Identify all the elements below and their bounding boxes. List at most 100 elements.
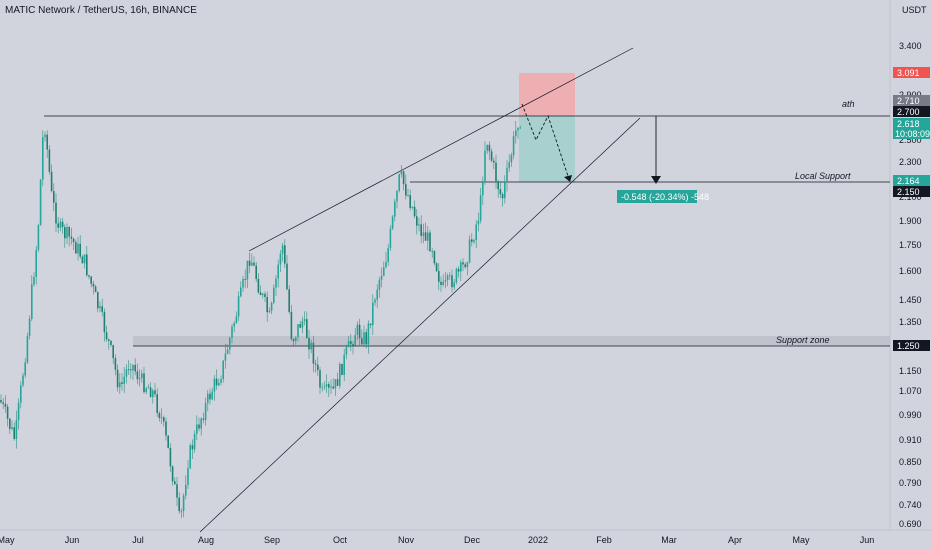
price-tick-label: 0.790 [899,478,922,488]
candle-body [317,364,319,371]
candle-body [83,254,86,264]
candle-body [488,144,491,152]
candle-body [446,275,449,281]
candle-body [231,326,233,339]
measure-arrow-head [651,176,661,184]
candle-body [504,182,506,199]
candle-body [13,427,15,439]
candle-body [182,495,185,511]
candle-body [66,226,68,239]
candle-body [226,349,229,354]
currency-label: USDT [902,5,927,15]
candle-body [292,339,295,341]
projected-path [521,103,571,183]
candle-body [233,322,235,327]
time-tick-label: Mar [661,535,677,545]
candle-body [242,279,244,288]
time-tick-label: Jun [65,535,80,545]
candle-body [207,393,209,404]
candle-body [187,468,189,485]
candle-body [312,342,315,364]
price-tick-label: 0.740 [899,500,922,510]
candle-body [279,253,282,265]
candle-body [347,341,350,348]
candle-body [22,375,24,386]
price-axis-background [890,0,932,550]
candle-body [365,332,367,345]
candle-body [55,202,57,224]
candle-body [169,447,172,467]
candle-body [11,427,13,429]
candle-body [374,299,376,303]
local-support-annotation: Local Support [795,171,851,181]
price-tick-label: 1.600 [899,266,922,276]
candlestick-series [0,121,521,519]
candle-body [290,311,293,340]
candle-body [277,264,279,279]
candle-body [37,225,40,250]
support-zone-band [133,336,890,346]
candle-body [64,227,66,239]
candle-body [127,369,130,371]
candle-body [70,236,73,239]
candle-body [389,228,392,249]
price-badge [893,106,930,117]
candle-body [130,369,132,371]
candle-body [248,260,251,266]
candle-body [332,386,334,389]
price-badge-label: 2.618 [897,119,920,129]
price-badge-label: 2.710 [897,96,920,106]
candle-body [512,136,515,156]
candle-body [429,232,431,252]
price-tick-label: 3.400 [899,41,922,51]
candle-body [39,179,42,226]
candle-body [418,224,420,226]
candle-body [482,182,484,196]
candle-body [383,267,385,276]
candle-body [220,378,222,383]
candle-body [145,388,147,393]
candle-body [310,342,312,350]
candle-body [46,134,48,150]
candle-body [116,369,119,388]
price-badge-label: 2.164 [897,176,920,186]
price-tick-label: 0.850 [899,457,922,467]
candle-body [185,484,187,496]
candle-body [119,382,121,388]
time-tick-label: Jun [860,535,875,545]
candle-body [15,420,18,439]
candle-body [515,130,517,137]
time-axis-ticks: May Jun Jul Aug Sep Oct Nov Dec 2022 Feb Mar Apr May… [0,535,874,545]
candle-body [110,340,112,345]
candle-body [75,242,77,254]
candle-body [24,362,26,376]
candle-body [334,379,337,389]
price-badge [893,118,930,139]
candle-body [341,363,343,375]
candle-body [68,226,70,237]
candle-body [273,287,275,303]
time-tick-label: Feb [596,535,612,545]
candle-body [473,240,475,243]
candle-body [519,127,521,129]
candle-body [431,251,433,252]
time-tick-label: Sep [264,535,280,545]
candle-body [325,384,328,387]
candle-body [240,287,242,297]
candle-body [103,311,106,333]
candle-body [136,371,139,380]
candle-body [35,249,37,277]
candle-body [438,271,440,282]
candle-body [158,412,161,419]
candle-body [156,394,158,413]
time-tick-label: Jul [132,535,144,545]
candle-body [499,189,502,195]
candle-body [405,184,407,196]
candle-body [218,382,220,386]
candle-body [411,206,414,208]
candle-body [453,282,455,288]
candle-body [299,324,301,328]
candle-body [204,403,207,420]
candle-body [251,262,253,266]
